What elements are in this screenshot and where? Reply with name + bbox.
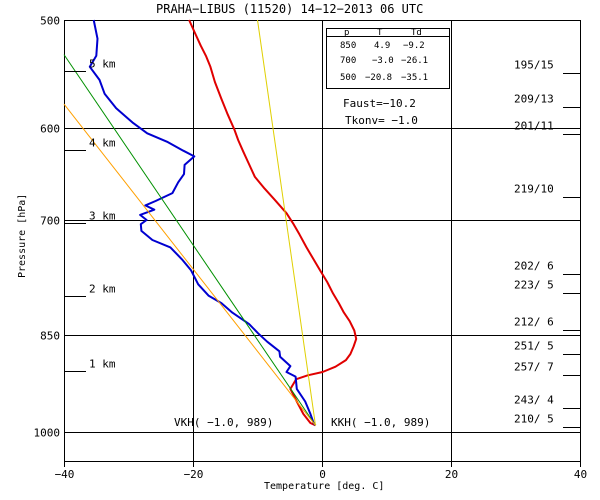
data-table-box xyxy=(326,28,450,89)
y-tick-label: 500 xyxy=(40,15,60,28)
height-marker-label: 4 km xyxy=(89,137,116,150)
wind-label: 212/ 6 xyxy=(514,316,554,329)
x-tick-label: −40 xyxy=(55,468,75,481)
vkh-annotation: VKH( −1.0, 989) xyxy=(174,416,273,429)
grid xyxy=(64,20,580,461)
wind-label: 223/ 5 xyxy=(514,279,554,292)
wind-label: 195/15 xyxy=(514,59,554,72)
table-cell: −20.8 xyxy=(365,73,392,83)
temperature-line xyxy=(188,19,358,427)
x-tick-label: 0 xyxy=(319,468,326,481)
height-markers: 5 km 4 km 3 km 2 km 1 km xyxy=(64,58,116,372)
wind-label: 243/ 4 xyxy=(514,394,554,407)
table-cell: 4.9 xyxy=(374,41,390,51)
table-cell: −9.2 xyxy=(403,41,425,51)
height-marker-label: 1 km xyxy=(89,358,116,371)
table-header-t: T xyxy=(377,28,383,38)
y-tick-label: 700 xyxy=(40,215,60,228)
height-marker-label: 3 km xyxy=(89,210,116,223)
faust-index: Faust=−10.2 xyxy=(343,97,416,110)
tkonv-index: Tkonv= −1.0 xyxy=(345,114,418,127)
table-cell: −35.1 xyxy=(401,73,428,83)
table-cell: −3.0 xyxy=(372,56,394,66)
dry-adiabat-line xyxy=(63,54,316,426)
y-tick-label: 600 xyxy=(40,123,60,136)
dewpoint-line xyxy=(88,19,317,427)
wind-label: 251/ 5 xyxy=(514,340,554,353)
chart-title: PRAHA−LIBUS (11520) 14−12−2013 06 UTC xyxy=(156,2,423,16)
x-axis-label: Temperature [deg. C] xyxy=(264,481,384,492)
data-table: p T Td 850 4.9 −9.2 700 −3.0 −26.1 500 −… xyxy=(326,28,450,89)
wind-label: 202/ 6 xyxy=(514,260,554,273)
table-cell: 850 xyxy=(340,41,356,51)
y-axis-label: Pressure [hPa] xyxy=(17,194,28,278)
y-tick-label: 1000 xyxy=(34,427,61,440)
wind-label: 219/10 xyxy=(514,183,554,196)
wind-label: 209/13 xyxy=(514,93,554,106)
x-tick-label: −20 xyxy=(184,468,204,481)
kkh-annotation: KKH( −1.0, 989) xyxy=(331,416,430,429)
series-group xyxy=(63,19,358,427)
x-tick-label: 40 xyxy=(574,468,587,481)
table-header-p: p xyxy=(344,28,349,38)
table-cell: −26.1 xyxy=(401,56,428,66)
wind-label: 210/ 5 xyxy=(514,413,554,426)
axis-ticks: −40 −20 0 20 40 500 600 700 850 1000 xyxy=(34,15,588,482)
wind-label: 257/ 7 xyxy=(514,361,554,374)
wind-label: 201/11 xyxy=(514,120,554,133)
y-tick-label: 850 xyxy=(40,330,60,343)
table-header-td: Td xyxy=(411,28,422,38)
moist-adiabat-line xyxy=(63,103,316,426)
height-marker-label: 2 km xyxy=(89,283,116,296)
table-cell: 500 xyxy=(340,73,356,83)
mixing-ratio-line xyxy=(257,19,316,426)
table-cell: 700 xyxy=(340,56,356,66)
height-marker-label: 5 km xyxy=(89,58,116,71)
x-tick-label: 20 xyxy=(445,468,458,481)
